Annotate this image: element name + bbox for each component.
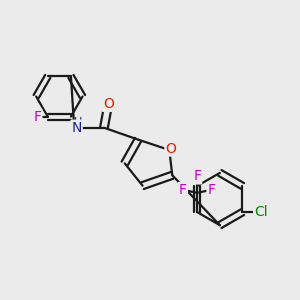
Text: O: O (103, 97, 114, 111)
Text: F: F (33, 110, 41, 124)
Text: F: F (193, 169, 201, 184)
Text: N: N (71, 121, 82, 135)
Text: O: O (165, 142, 176, 155)
Text: F: F (208, 183, 215, 197)
Text: Cl: Cl (254, 205, 268, 219)
Text: H: H (74, 117, 82, 127)
Text: F: F (179, 183, 187, 197)
